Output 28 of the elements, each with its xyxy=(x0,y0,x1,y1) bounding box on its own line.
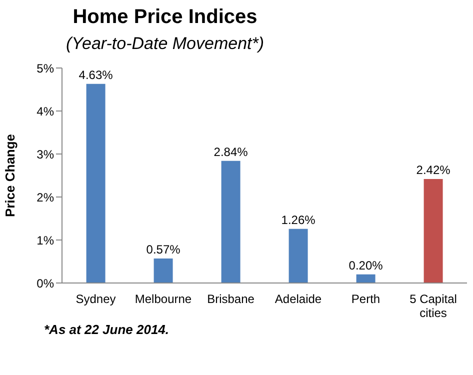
data-label: 4.63% xyxy=(78,68,114,82)
data-label: 0.20% xyxy=(348,258,384,272)
y-tick-label: 1% xyxy=(36,233,54,248)
y-tick-label: 4% xyxy=(36,104,54,118)
x-tick-label: Sydney xyxy=(76,292,116,306)
bar xyxy=(86,84,106,283)
data-label: 0.57% xyxy=(146,242,181,256)
y-tick-label: 0% xyxy=(36,276,54,290)
y-axis-title: Price Change xyxy=(2,134,18,218)
bar xyxy=(424,178,443,283)
chart-title: Home Price Indices xyxy=(72,6,258,29)
bar xyxy=(356,274,376,283)
bar xyxy=(288,228,308,283)
y-tick-label: 2% xyxy=(36,190,54,204)
bar xyxy=(221,160,240,283)
chart-subtitle: (Year-to-Date Movement*) xyxy=(64,34,266,54)
data-label: 1.26% xyxy=(281,212,316,227)
y-tick-label: 5% xyxy=(36,61,54,76)
x-tick-label: Melbourne xyxy=(134,292,192,306)
data-label: 2.84% xyxy=(214,144,248,159)
text: *As at 22 June 2014. xyxy=(44,322,170,337)
data-label: 2.42% xyxy=(416,162,451,177)
bar xyxy=(154,258,173,283)
y-tick-label: 3% xyxy=(36,147,54,162)
x-tick-label: 5 Capital cities xyxy=(410,292,457,320)
x-tick-label: Perth xyxy=(351,292,380,306)
x-tick-label: Brisbane xyxy=(207,292,255,306)
x-tick-label: Adelaide xyxy=(274,292,322,306)
